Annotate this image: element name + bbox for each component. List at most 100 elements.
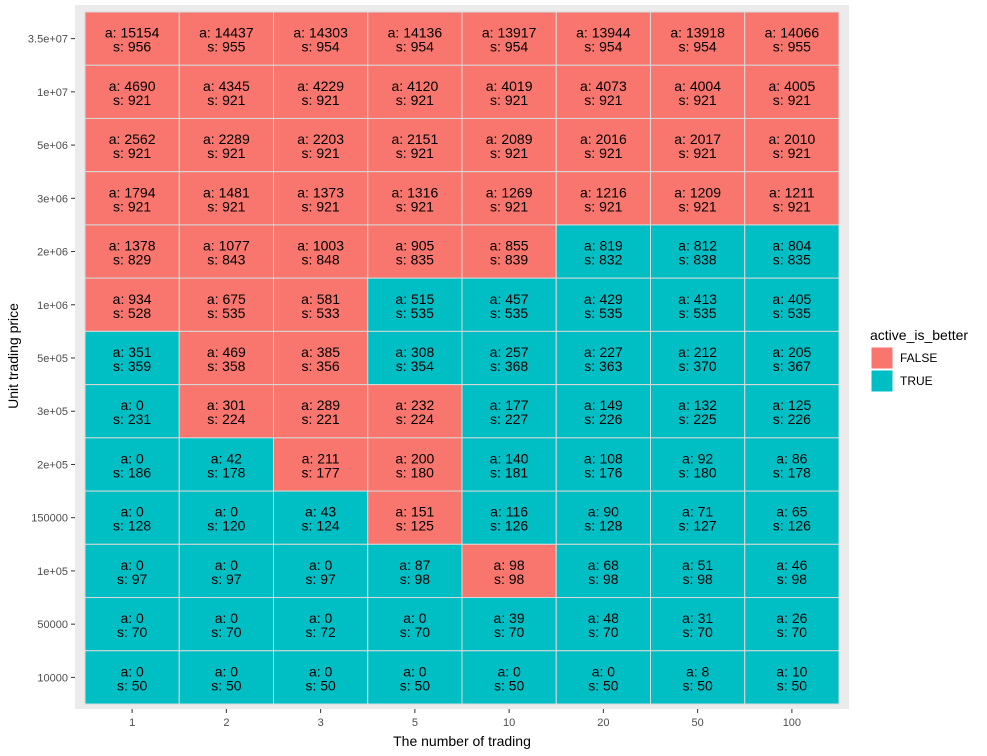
heatmap-cell (461, 597, 557, 652)
cell-label-s: s: 98 (588, 571, 619, 587)
cell-label-s: s: 921 (490, 145, 528, 161)
heatmap-cell (178, 330, 274, 386)
heatmap-cell (555, 330, 651, 386)
cell-label-a: a: 429 (584, 291, 623, 307)
cell-label-s: s: 954 (490, 39, 528, 55)
cell-label-s: s: 921 (584, 92, 622, 108)
cell-label-a: a: 0 (403, 663, 427, 679)
heatmap-cell (178, 597, 274, 652)
cell-label-s: s: 370 (679, 358, 717, 374)
cell-label-s: s: 124 (302, 518, 340, 534)
heatmap-cell (555, 224, 651, 279)
cell-label-a: a: 4345 (203, 78, 250, 94)
cell-label-a: a: 413 (678, 291, 717, 307)
cell-label-s: s: 921 (584, 198, 622, 214)
cell-label-a: a: 4019 (486, 78, 533, 94)
cell-label-s: s: 843 (207, 252, 245, 268)
heatmap-cell (744, 277, 840, 332)
cell-label-a: a: 4073 (580, 78, 627, 94)
heatmap-cell (555, 543, 651, 599)
heatmap-cell (273, 224, 369, 279)
cell-label-a: a: 289 (301, 397, 340, 413)
cell-label-a: a: 13918 (670, 25, 725, 41)
heatmap-cell (744, 330, 840, 386)
x-tick-label: 50 (692, 717, 704, 729)
cell-label-a: a: 2289 (203, 131, 250, 147)
heatmap-cell (367, 117, 463, 173)
cell-label-s: s: 125 (396, 518, 434, 534)
heatmap-cell (555, 384, 651, 439)
cell-label-s: s: 921 (584, 145, 622, 161)
cell-label-a: a: 14437 (199, 25, 254, 41)
cell-label-a: a: 1209 (674, 184, 721, 200)
cell-label-a: a: 1794 (109, 184, 156, 200)
cell-label-s: s: 535 (207, 305, 245, 321)
cell-label-a: a: 819 (584, 238, 623, 254)
cell-label-a: a: 177 (490, 397, 529, 413)
heatmap-cell (555, 171, 651, 226)
heatmap-cell (84, 117, 180, 173)
cell-label-a: a: 232 (395, 397, 434, 413)
heatmap-cell (650, 330, 746, 386)
heatmap-cell (367, 224, 463, 279)
cell-label-a: a: 1481 (203, 184, 250, 200)
heatmap-cell (555, 277, 651, 332)
cell-label-s: s: 70 (117, 624, 148, 640)
cell-label-a: a: 51 (682, 557, 713, 573)
cell-label-s: s: 128 (584, 518, 622, 534)
cell-label-a: a: 15154 (105, 25, 160, 41)
cell-label-s: s: 226 (584, 411, 622, 427)
y-tick-label: 50000 (37, 619, 68, 631)
cell-label-s: s: 50 (305, 677, 336, 693)
cell-label-a: a: 212 (678, 344, 717, 360)
cell-label-a: a: 1211 (769, 184, 815, 200)
heatmap-cell (650, 277, 746, 332)
x-tick-label: 1 (129, 717, 135, 729)
cell-label-a: a: 1077 (203, 238, 250, 254)
cell-label-a: a: 2017 (674, 131, 721, 147)
cell-label-s: s: 50 (400, 677, 431, 693)
cell-label-s: s: 50 (588, 677, 619, 693)
heatmap-cell (461, 117, 557, 173)
cell-label-a: a: 257 (490, 344, 529, 360)
cell-label-a: a: 469 (207, 344, 246, 360)
cell-label-a: a: 385 (301, 344, 340, 360)
heatmap-cell (84, 597, 180, 652)
cell-label-s: s: 921 (302, 198, 340, 214)
cell-label-s: s: 127 (679, 518, 717, 534)
legend-title: active_is_better (870, 327, 968, 343)
heatmap-cell (650, 11, 746, 66)
cell-label-s: s: 528 (113, 305, 151, 321)
cell-label-a: a: 205 (772, 344, 811, 360)
cell-label-s: s: 50 (777, 677, 808, 693)
cell-label-a: a: 2203 (297, 131, 344, 147)
cell-label-s: s: 535 (396, 305, 434, 321)
cell-label-s: s: 128 (113, 518, 151, 534)
cell-label-s: s: 231 (113, 411, 151, 427)
heatmap-cell (744, 171, 840, 226)
cell-label-a: a: 0 (309, 663, 333, 679)
cell-label-s: s: 356 (302, 358, 340, 374)
cell-label-a: a: 934 (113, 291, 152, 307)
cell-label-s: s: 226 (773, 411, 811, 427)
cell-label-s: s: 50 (211, 677, 242, 693)
cell-label-a: a: 14136 (388, 25, 443, 41)
cell-label-a: a: 86 (776, 450, 807, 466)
cell-label-s: s: 180 (679, 464, 717, 480)
cell-label-s: s: 921 (207, 145, 245, 161)
cell-label-s: s: 98 (777, 571, 808, 587)
heatmap-cell (273, 117, 369, 173)
cell-label-a: a: 92 (682, 450, 713, 466)
cell-label-s: s: 70 (211, 624, 242, 640)
cell-label-a: a: 804 (772, 238, 811, 254)
heatmap-cell (744, 11, 840, 66)
cell-label-s: s: 921 (396, 145, 434, 161)
cell-label-a: a: 116 (490, 504, 528, 520)
heatmap-cell (461, 64, 557, 119)
y-tick-label: 1e+05 (37, 566, 68, 578)
y-axis-title: Unit trading price (5, 303, 21, 409)
cell-label-a: a: 1378 (109, 238, 156, 254)
cell-label-a: a: 8 (686, 663, 710, 679)
cell-label-s: s: 535 (584, 305, 622, 321)
cell-label-s: s: 97 (211, 571, 242, 587)
